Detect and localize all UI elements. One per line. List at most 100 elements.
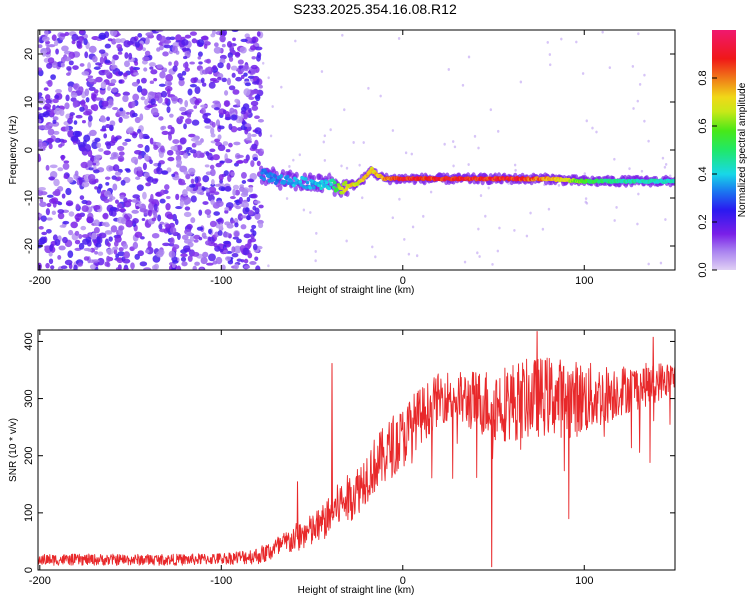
tone-point <box>259 175 264 180</box>
noise-speckle <box>156 166 161 172</box>
noise-speckle <box>106 255 111 263</box>
tone-halo <box>294 171 299 179</box>
noise-speckle <box>87 119 92 128</box>
noise-speckle <box>195 150 203 159</box>
noise-speckle <box>38 97 46 105</box>
noise-speckle <box>111 135 116 143</box>
noise-speckle <box>89 264 96 270</box>
tone-point <box>298 180 303 184</box>
noise-speckle <box>194 261 200 266</box>
snr-x-tick-label: 0 <box>400 575 406 587</box>
noise-speckle <box>181 39 189 46</box>
noise-speckle <box>252 76 258 82</box>
noise-speckle <box>65 94 70 102</box>
noise-speckle <box>148 62 156 67</box>
noise-speckle <box>80 225 87 231</box>
noise-speckle <box>49 164 58 169</box>
noise-speckle <box>38 189 44 196</box>
noise-speckle <box>161 170 169 175</box>
sparse-speckle <box>541 227 545 231</box>
noise-speckle <box>46 62 53 69</box>
noise-speckle <box>215 200 224 208</box>
noise-speckle <box>159 189 166 196</box>
noise-speckle <box>48 123 56 127</box>
noise-speckle <box>172 260 179 264</box>
noise-speckle <box>74 239 81 245</box>
noise-speckle <box>111 87 118 93</box>
noise-speckle <box>158 116 164 121</box>
noise-speckle <box>67 250 74 258</box>
noise-speckle <box>120 179 126 186</box>
noise-speckle <box>155 30 164 33</box>
noise-speckle <box>79 30 85 35</box>
noise-speckle <box>51 34 57 41</box>
noise-speckle <box>100 81 107 90</box>
noise-speckle <box>189 84 197 88</box>
noise-speckle <box>202 175 210 183</box>
sparse-speckle <box>514 168 517 172</box>
noise-speckle <box>152 264 158 270</box>
noise-speckle <box>250 228 255 233</box>
sparse-speckle <box>513 229 516 232</box>
noise-speckle <box>189 31 197 36</box>
noise-speckle <box>224 90 229 96</box>
noise-speckle <box>234 51 241 58</box>
noise-speckle <box>104 230 113 235</box>
tone-point <box>324 180 329 185</box>
noise-speckle <box>57 255 62 260</box>
tone-halo <box>345 190 350 197</box>
noise-speckle <box>224 116 232 121</box>
noise-speckle <box>74 213 82 221</box>
sparse-speckle <box>411 225 415 229</box>
sparse-speckle <box>636 99 639 103</box>
noise-speckle <box>60 62 66 68</box>
noise-speckle <box>144 145 150 153</box>
noise-speckle <box>116 203 123 209</box>
noise-speckle <box>155 94 160 102</box>
tone-point <box>329 182 333 187</box>
noise-speckle <box>244 140 253 144</box>
noise-speckle <box>108 236 113 242</box>
noise-speckle <box>254 256 259 261</box>
noise-speckle <box>248 107 252 113</box>
noise-speckle <box>119 107 124 112</box>
noise-speckle <box>204 240 212 246</box>
tone-point <box>322 183 327 188</box>
noise-speckle <box>113 248 118 255</box>
noise-speckle <box>247 241 252 248</box>
noise-speckle <box>83 256 90 261</box>
noise-speckle <box>55 88 62 94</box>
noise-speckle <box>45 164 50 171</box>
noise-speckle <box>178 182 187 186</box>
noise-speckle <box>175 34 182 42</box>
noise-speckle <box>189 61 196 65</box>
noise-speckle <box>186 223 193 230</box>
noise-speckle <box>169 226 177 234</box>
sparse-speckle <box>638 83 642 86</box>
noise-speckle <box>249 45 257 51</box>
sparse-speckle <box>484 214 487 218</box>
noise-speckle <box>59 224 66 228</box>
noise-speckle <box>144 50 151 56</box>
noise-speckle <box>162 242 171 247</box>
sparse-speckle <box>292 158 295 162</box>
sparse-speckle <box>362 141 365 144</box>
tone-point <box>343 180 348 185</box>
noise-speckle <box>118 247 124 252</box>
noise-speckle <box>153 144 159 150</box>
noise-speckle <box>200 107 206 115</box>
sparse-speckle <box>643 119 646 123</box>
noise-speckle <box>117 51 123 55</box>
noise-speckle <box>208 186 217 194</box>
noise-speckle <box>234 222 239 228</box>
noise-speckle <box>128 52 133 60</box>
noise-speckle <box>68 85 73 93</box>
noise-speckle <box>124 138 132 142</box>
noise-speckle <box>246 214 251 221</box>
noise-speckle <box>167 156 175 162</box>
noise-speckle <box>39 236 47 245</box>
noise-speckle <box>204 209 212 215</box>
noise-speckle <box>210 127 215 135</box>
sparse-speckle <box>584 197 588 201</box>
noise-speckle <box>238 196 243 204</box>
